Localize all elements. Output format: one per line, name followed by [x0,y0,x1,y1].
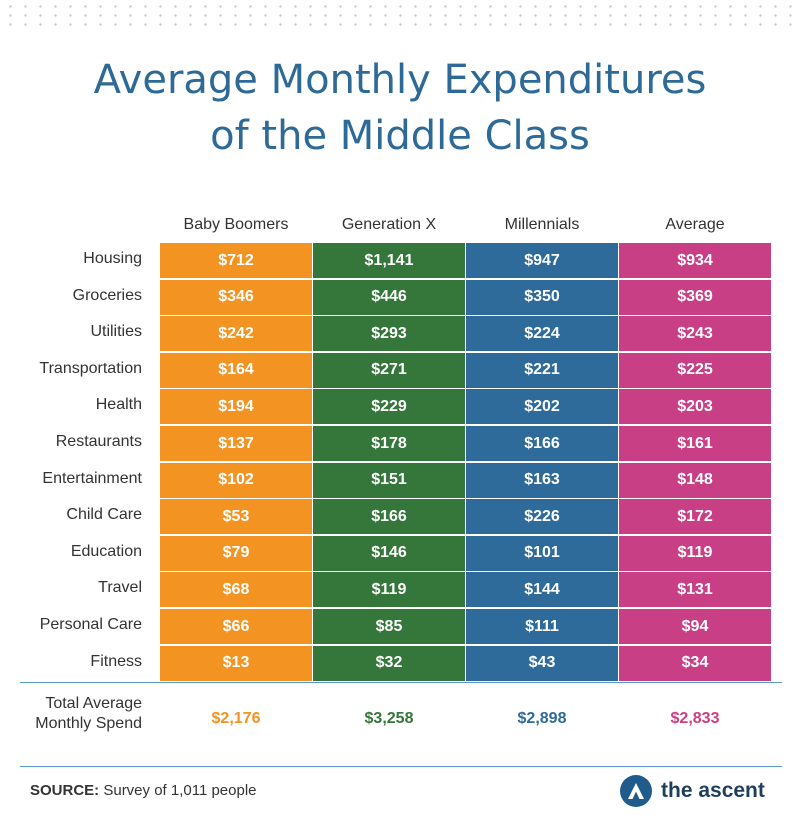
table-cell: $43 [466,645,618,681]
total-label-line-2: Monthly Spend [35,715,142,732]
table-cell: $53 [160,499,312,535]
row-label: Entertainment [42,469,142,487]
footer-divider [20,766,782,767]
table-cell: $94 [619,609,771,644]
table-cell: $148 [619,462,771,498]
table-cell: $131 [619,572,771,608]
table-cell: $934 [619,243,771,278]
column-header: Baby Boomers [183,216,289,233]
table-cell: $293 [313,316,465,352]
row-label: Education [70,542,142,560]
source-label: SOURCE: [30,782,100,799]
table-cell: $203 [619,389,771,425]
logo-text: the ascent [661,779,765,802]
table-cell: $346 [160,279,312,315]
table-cell: $166 [313,499,465,535]
total-divider [20,682,782,683]
row-label: Personal Care [39,616,142,633]
table-cell: $221 [466,352,618,388]
table-cell: $146 [313,535,465,571]
table-cell: $34 [619,645,771,681]
table-cell: $225 [619,352,771,388]
table-cell: $194 [160,389,312,425]
row-label: Fitness [90,652,142,670]
title-line-1: Average Monthly Expenditures [93,57,707,103]
row-label: Travel [98,579,142,597]
source-text: Survey of 1,011 people [103,782,257,799]
table-cell: $66 [160,609,312,644]
table-cell: $13 [160,645,312,681]
table-cell: $271 [313,352,465,388]
table-cell: $712 [160,243,312,278]
total-value: $2,898 [517,710,567,727]
table-cell: $164 [160,352,312,388]
table-cell: $229 [313,389,465,425]
table-cell: $224 [466,316,618,352]
table-cell: $1,141 [313,243,465,278]
table-cell: $85 [313,609,465,644]
row-label: Restaurants [55,433,142,450]
column-header: Generation X [341,216,437,233]
row-label: Transportation [39,359,142,377]
total-value: $2,176 [211,710,261,727]
table-cell: $101 [466,535,618,571]
table-cell: $102 [160,462,312,498]
table-cell: $243 [619,316,771,352]
row-label: Housing [83,250,142,267]
total-value: $2,833 [670,710,720,727]
table-cell: $119 [619,535,771,571]
ascent-logo-icon [620,775,652,807]
table-cell: $144 [466,572,618,608]
table-cell: $137 [160,426,312,461]
title-line-2: of the Middle Class [210,113,590,159]
total-value: $3,258 [364,710,414,727]
total-label-line-1: Total Average [45,695,142,712]
table-cell: $151 [313,462,465,498]
table-cell: $369 [619,279,771,315]
table-cell: $166 [466,426,618,461]
table-cell: $178 [313,426,465,461]
total-label: Total Average Monthly Spend [0,694,142,734]
row-label: Utilities [90,323,142,341]
table-cell: $202 [466,389,618,425]
table-cell: $947 [466,243,618,278]
table-cell: $68 [160,572,312,608]
table-cell: $242 [160,316,312,352]
row-label: Groceries [72,286,142,304]
table-cell: $32 [313,645,465,681]
table-cell: $79 [160,535,312,571]
row-label: Child Care [66,506,142,524]
table-cell: $226 [466,499,618,535]
dotted-pattern [0,0,800,32]
chart-title: Average Monthly Expenditures of the Midd… [0,52,800,164]
table-cell: $446 [313,279,465,315]
table-cell: $161 [619,426,771,461]
row-label: Health [95,396,142,414]
table-cell: $111 [466,609,618,644]
table-cell: $172 [619,499,771,535]
column-header: Millennials [504,216,580,233]
the-ascent-logo: the ascent [620,773,765,809]
column-header: Average [665,216,725,233]
source-note: SOURCE: Survey of 1,011 people [30,782,257,799]
table-cell: $163 [466,462,618,498]
table-cell: $350 [466,279,618,315]
table-cell: $119 [313,572,465,608]
